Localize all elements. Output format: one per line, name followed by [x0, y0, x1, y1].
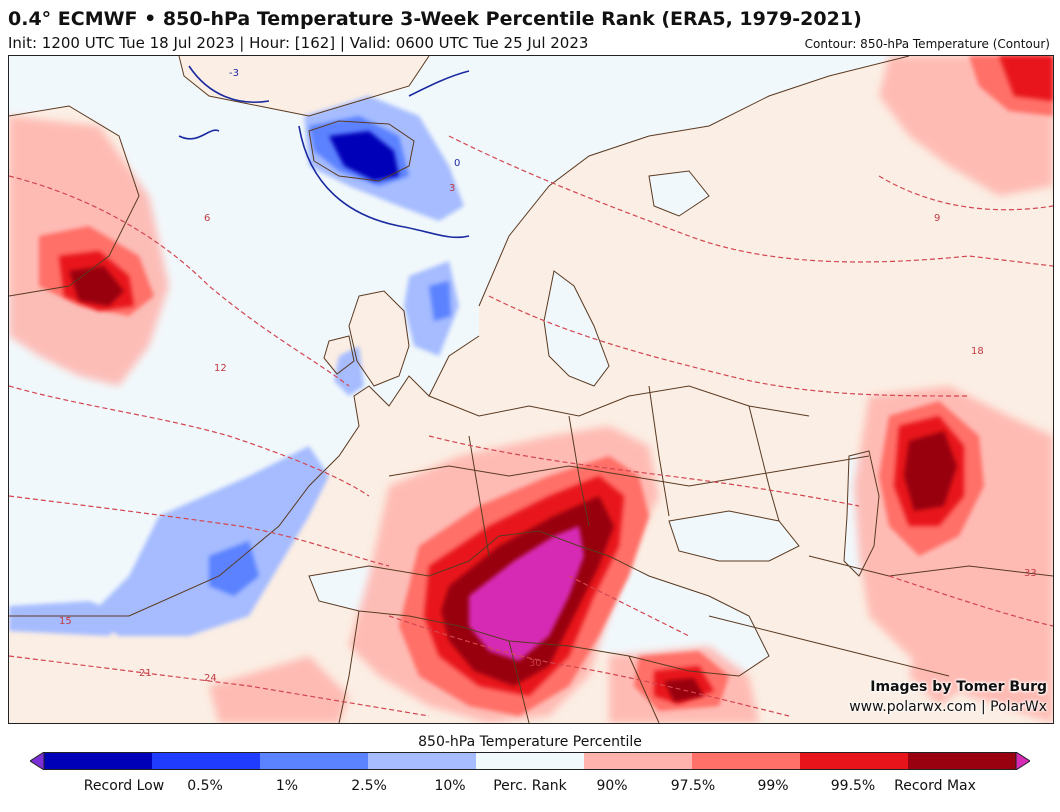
map-panel: -3 0 3 6 9 12 15 18 21 24 30 33 Images b…: [8, 55, 1054, 724]
cold-anomaly-05: [329, 131, 399, 181]
colorbar-bin: [476, 752, 584, 770]
contour-legend: Contour: 850-hPa Temperature (Contour): [804, 37, 1050, 51]
colorbar-title: 850-hPa Temperature Percentile: [418, 734, 642, 750]
colorbar: [30, 752, 1030, 770]
colorbar-bin-record-low: [30, 752, 45, 770]
contour-label-15: 15: [59, 616, 72, 627]
colorbar-bin: [260, 752, 368, 770]
colorbar-bin: [692, 752, 800, 770]
colorbar-bin: [152, 752, 260, 770]
colorbar-label: Record Max: [894, 778, 976, 794]
temperature-contours: [9, 135, 1053, 717]
contour-label-9: 9: [934, 213, 940, 224]
colorbar-labels: Record Low 0.5% 1% 2.5% 10% Perc. Rank 90% 97.5…: [0, 778, 1060, 800]
contour-value-labels: -3 0 3 6 9 12 15 18 21 24 30 33: [59, 68, 1037, 684]
contour-label-33: 33: [1024, 568, 1037, 579]
credit-author: Images by Tomer Burg: [870, 679, 1047, 695]
colorbar-bin: [800, 752, 908, 770]
colorbar-label: 2.5%: [351, 778, 387, 794]
colorbar-label: 99.5%: [830, 778, 876, 794]
colorbar-label: Record Low: [83, 778, 165, 794]
colorbar-label: 90%: [596, 778, 628, 794]
colorbar-label: Perc. Rank: [493, 778, 567, 794]
contour-label-24: 24: [204, 673, 217, 684]
credit-website[interactable]: www.polarwx.com | PolarWx: [849, 699, 1047, 715]
map-subtitle: Init: 1200 UTC Tue 18 Jul 2023 | Hour: […: [8, 34, 589, 52]
contour-label-12: 12: [214, 363, 227, 374]
colorbar-bin: [584, 752, 692, 770]
colorbar-label: 10%: [434, 778, 466, 794]
contour-label-21: 21: [139, 668, 152, 679]
map-canvas: -3 0 3 6 9 12 15 18 21 24 30 33: [9, 56, 1053, 723]
colorbar-label: 99%: [757, 778, 789, 794]
colorbar-label: 97.5%: [670, 778, 716, 794]
contour-label-neg3: -3: [229, 68, 239, 79]
colorbar-label: 1%: [275, 778, 299, 794]
colorbar-bin: [44, 752, 152, 770]
contour-label-30: 30: [529, 658, 542, 669]
contour-label-6: 6: [204, 213, 210, 224]
colorbar-bin-record-max: [1015, 752, 1030, 770]
colorbar-bin: [368, 752, 476, 770]
map-title: 0.4° ECMWF • 850-hPa Temperature 3-Week …: [8, 8, 862, 30]
colorbar-label: 0.5%: [187, 778, 223, 794]
colorbar-outline: [43, 752, 1017, 770]
coastlines: [9, 56, 1053, 723]
warm-anomaly-record: [469, 526, 584, 661]
contour-label-3: 3: [449, 183, 455, 194]
contour-label-18: 18: [971, 346, 984, 357]
cold-contours: [178, 65, 470, 239]
colorbar-bin: [908, 752, 1016, 770]
contour-label-0: 0: [454, 158, 460, 169]
